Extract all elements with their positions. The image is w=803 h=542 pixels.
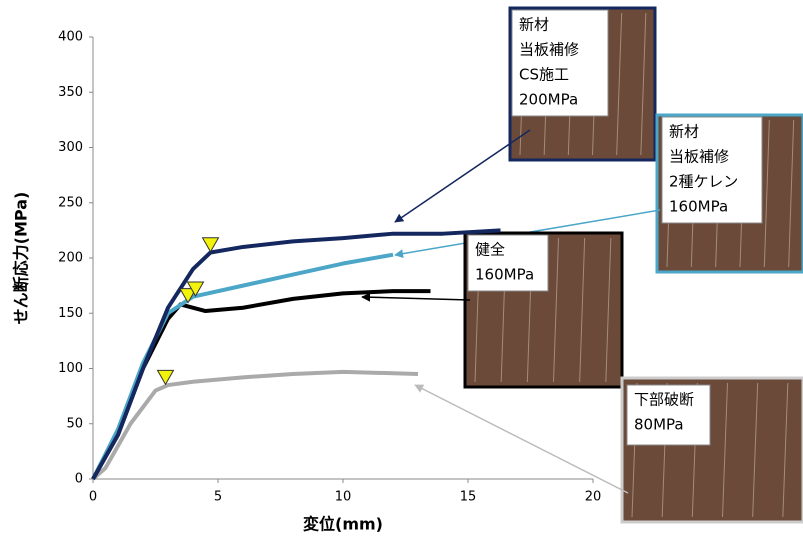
series-line: [93, 291, 431, 479]
annotation-text: 2種ケレン: [669, 173, 738, 191]
y-tick-label: 350: [58, 85, 83, 100]
arrow: [415, 385, 628, 493]
y-tick-label: 300: [58, 140, 83, 155]
annotation-text: 200MPa: [519, 91, 578, 109]
annotation-text: 下部破断: [634, 391, 694, 409]
x-tick-label: 15: [460, 490, 477, 505]
annotation-text: 新材: [519, 16, 549, 34]
x-axis-label: 変位(mm): [303, 515, 383, 534]
y-tick-label: 50: [66, 416, 83, 431]
x-tick-label: 0: [89, 490, 97, 505]
annotation-text: 160MPa: [669, 198, 728, 216]
series-line: [93, 230, 501, 479]
annotation-text: 健全: [475, 241, 505, 259]
annotation-text: 当板補修: [669, 148, 729, 166]
arrow: [395, 130, 530, 222]
arrow: [362, 297, 470, 300]
x-tick-label: 10: [335, 490, 352, 505]
annotation-text: 新材: [669, 123, 699, 141]
annotation-text: 160MPa: [475, 266, 534, 284]
marker: [158, 370, 174, 384]
y-tick-label: 250: [58, 195, 83, 210]
y-axis-label: せん断応力(MPa): [12, 192, 31, 325]
annotation-text: 80MPa: [634, 416, 684, 434]
series-line: [93, 372, 418, 479]
x-tick-label: 20: [585, 490, 602, 505]
x-tick-label: 5: [214, 490, 222, 505]
y-tick-label: 150: [58, 306, 83, 321]
y-tick-label: 0: [75, 472, 83, 487]
y-tick-label: 100: [58, 361, 83, 376]
y-tick-label: 400: [58, 30, 83, 45]
chart: 変位(mm) せん断応力(MPa) 0501001502002503003504…: [0, 0, 803, 542]
annotation-text: 当板補修: [519, 41, 579, 59]
series-line: [93, 255, 393, 479]
annotation-text: CS施工: [519, 66, 569, 84]
y-tick-label: 200: [58, 251, 83, 266]
